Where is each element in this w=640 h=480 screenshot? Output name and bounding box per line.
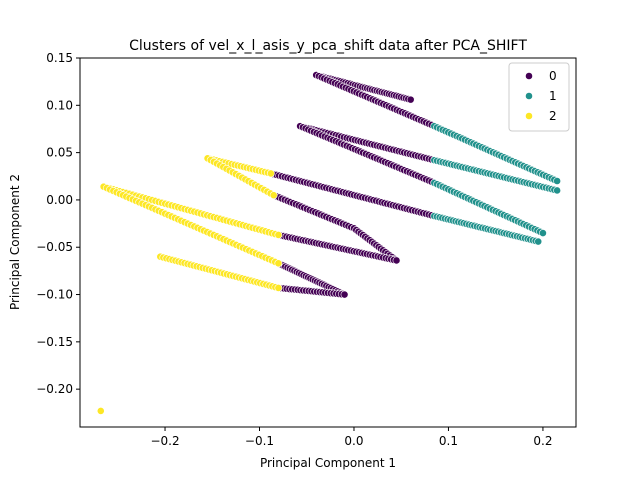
y-tick-label: −0.10 (36, 288, 73, 302)
x-axis-label: Principal Component 1 (260, 456, 396, 470)
chart-title: Clusters of vel_x_l_asis_y_pca_shift dat… (129, 38, 527, 54)
x-tick-label: 0.2 (533, 434, 552, 448)
y-tick-label: 0.15 (46, 51, 73, 65)
y-tick-label: 0.10 (46, 98, 73, 112)
series-1 (430, 122, 562, 246)
x-axis: −0.2 −0.1 0.0 0.1 0.2 (150, 427, 552, 448)
y-tick-label: −0.20 (36, 382, 73, 396)
x-tick-label: −0.2 (150, 434, 179, 448)
legend-marker (525, 72, 533, 80)
point (274, 259, 283, 268)
y-tick-label: −0.15 (36, 335, 73, 349)
point (266, 169, 275, 178)
y-axis-label: Principal Component 2 (8, 174, 22, 310)
series-0 (266, 71, 439, 299)
point (534, 237, 543, 246)
legend-marker (525, 112, 533, 120)
point (340, 290, 349, 299)
y-tick-label: −0.05 (36, 240, 73, 254)
point (96, 407, 105, 415)
x-tick-label: 0.1 (439, 434, 458, 448)
point (406, 95, 415, 104)
points-layer (96, 71, 562, 415)
point (274, 284, 283, 292)
legend-marker (525, 92, 533, 100)
point (553, 177, 562, 185)
legend: 0 1 2 (508, 62, 570, 132)
y-axis: −0.20 −0.15 −0.10 −0.05 0.00 0.05 0.10 0.15 (36, 51, 80, 396)
point (539, 229, 547, 237)
plot-frame (79, 57, 577, 428)
legend-label: 1 (549, 89, 557, 103)
x-tick-label: 0.0 (344, 434, 363, 448)
point (392, 256, 401, 265)
legend-label: 0 (549, 69, 557, 83)
point (553, 186, 562, 195)
series-2 (96, 154, 283, 415)
y-tick-label: 0.00 (46, 193, 73, 207)
point (274, 231, 283, 239)
legend-label: 2 (549, 109, 557, 123)
legend-box (508, 62, 570, 132)
y-tick-label: 0.05 (46, 146, 73, 160)
point (269, 191, 278, 200)
x-tick-label: −0.1 (245, 434, 274, 448)
